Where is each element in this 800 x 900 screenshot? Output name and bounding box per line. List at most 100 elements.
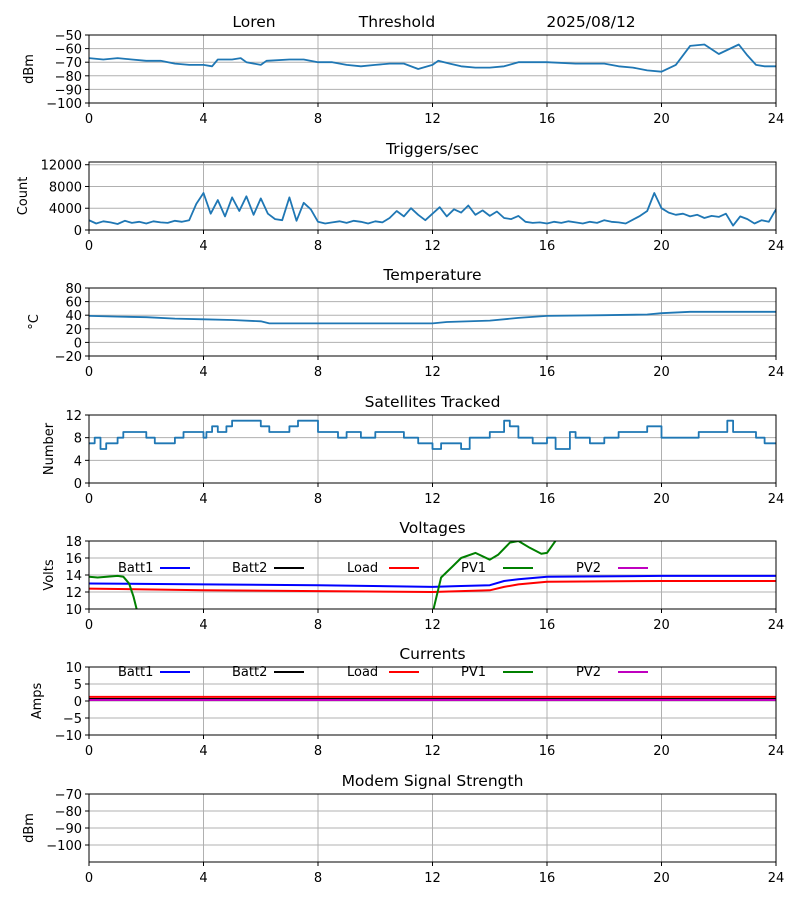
x-tick-label: 12 — [424, 618, 441, 633]
x-tick-label: 12 — [424, 112, 441, 127]
x-tick-label: 24 — [768, 492, 785, 507]
subplot-title: Triggers/sec — [385, 140, 479, 158]
x-tick-label: 24 — [768, 744, 785, 759]
subplot-3: 0 4 8 12 16 20 24 12 8 4 0 Satellites Tracked Number — [42, 393, 784, 507]
y-tick-label: 8 — [74, 432, 82, 447]
y-axis-label: dBm — [22, 54, 37, 84]
x-tick-label: 24 — [768, 239, 785, 254]
y-tick-label: −70 — [55, 788, 82, 803]
y-tick-label: 18 — [65, 535, 82, 550]
legend-label-pv1: PV1 — [461, 561, 486, 576]
x-tick-label: 8 — [314, 365, 322, 380]
y-tick-label: −90 — [55, 822, 82, 837]
legend-label-batt2: Batt2 — [232, 561, 267, 576]
y-tick-label: 10 — [65, 603, 82, 618]
x-tick-label: 24 — [768, 365, 785, 380]
x-tick-label: 0 — [85, 871, 93, 886]
x-tick-label: 16 — [539, 365, 556, 380]
plot-frame — [88, 287, 777, 357]
x-tick-label: 4 — [199, 492, 207, 507]
x-tick-label: 12 — [424, 239, 441, 254]
y-tick-label: −70 — [55, 56, 82, 71]
subplot-title: Satellites Tracked — [365, 393, 501, 411]
subplot-0: 0 4 8 12 16 20 24 −50−60−70−80−90−100 dBm — [22, 29, 784, 127]
plot-frame — [88, 161, 777, 231]
x-tick-label: 20 — [653, 365, 670, 380]
x-tick-label: 20 — [653, 492, 670, 507]
y-tick-label: 16 — [65, 552, 82, 567]
y-axis-label: °C — [27, 314, 42, 330]
x-tick-label: 8 — [314, 239, 322, 254]
y-axis-label: dBm — [22, 813, 37, 843]
x-tick-label: 8 — [314, 871, 322, 886]
header-mode: Threshold — [358, 13, 435, 31]
x-tick-label: 4 — [199, 744, 207, 759]
series-line-signal — [89, 43, 776, 73]
plot-frame — [88, 34, 777, 104]
y-tick-label: 12 — [65, 409, 82, 424]
y-tick-label: −10 — [55, 729, 82, 744]
legend-label-batt1: Batt1 — [118, 561, 153, 576]
series-line-pv1 — [89, 541, 557, 609]
y-tick-label: −100 — [46, 839, 82, 854]
subplot-title: Modem Signal Strength — [342, 772, 524, 790]
y-tick-label: −5 — [63, 712, 82, 727]
subplot-title: Voltages — [399, 519, 465, 537]
y-tick-label: −80 — [55, 70, 82, 85]
x-tick-label: 20 — [653, 112, 670, 127]
x-tick-label: 20 — [653, 618, 670, 633]
x-tick-label: 0 — [85, 365, 93, 380]
y-tick-label: 12000 — [41, 159, 82, 174]
x-tick-label: 8 — [314, 492, 322, 507]
y-tick-label: 80 — [65, 282, 82, 297]
y-tick-label: 10 — [65, 661, 82, 676]
x-tick-label: 12 — [424, 744, 441, 759]
x-tick-label: 0 — [85, 618, 93, 633]
y-tick-label: 20 — [65, 323, 82, 338]
plot-frame — [88, 414, 777, 484]
x-tick-label: 4 — [199, 618, 207, 633]
x-tick-label: 16 — [539, 871, 556, 886]
x-tick-label: 8 — [314, 744, 322, 759]
legend-label-load: Load — [347, 561, 378, 576]
y-tick-label: 0 — [74, 224, 82, 239]
legend-label-pv2: PV2 — [576, 665, 601, 680]
series-line-temperature — [89, 310, 776, 325]
x-tick-label: 16 — [539, 744, 556, 759]
subplot-title: Temperature — [382, 266, 481, 284]
x-tick-label: 8 — [314, 112, 322, 127]
y-tick-label: −90 — [55, 83, 82, 98]
x-tick-label: 0 — [85, 112, 93, 127]
x-tick-label: 16 — [539, 239, 556, 254]
y-tick-label: 0 — [74, 477, 82, 492]
x-tick-label: 16 — [539, 618, 556, 633]
legend-label-pv1: PV1 — [461, 665, 486, 680]
series-line-satellites — [89, 419, 776, 450]
x-tick-label: 4 — [199, 871, 207, 886]
series-line-batt1 — [89, 574, 776, 588]
legend-label-pv2: PV2 — [576, 561, 601, 576]
y-tick-label: 0 — [74, 695, 82, 710]
y-tick-label: 4 — [74, 454, 82, 469]
header-station: Loren — [232, 13, 275, 31]
y-tick-label: −60 — [55, 43, 82, 58]
x-tick-label: 16 — [539, 112, 556, 127]
y-tick-label: −100 — [46, 97, 82, 112]
y-tick-label: 8000 — [49, 180, 82, 195]
legend-label-batt2: Batt2 — [232, 665, 267, 680]
y-tick-label: 5 — [74, 678, 82, 693]
x-tick-label: 4 — [199, 112, 207, 127]
y-tick-label: −80 — [55, 805, 82, 820]
subplot-title: Currents — [399, 645, 465, 663]
x-tick-label: 12 — [424, 871, 441, 886]
y-tick-label: −50 — [55, 29, 82, 44]
legend-label-batt1: Batt1 — [118, 665, 153, 680]
x-tick-label: 4 — [199, 365, 207, 380]
x-tick-label: 16 — [539, 492, 556, 507]
x-tick-label: 0 — [85, 744, 93, 759]
x-tick-label: 8 — [314, 618, 322, 633]
x-tick-label: 12 — [424, 492, 441, 507]
